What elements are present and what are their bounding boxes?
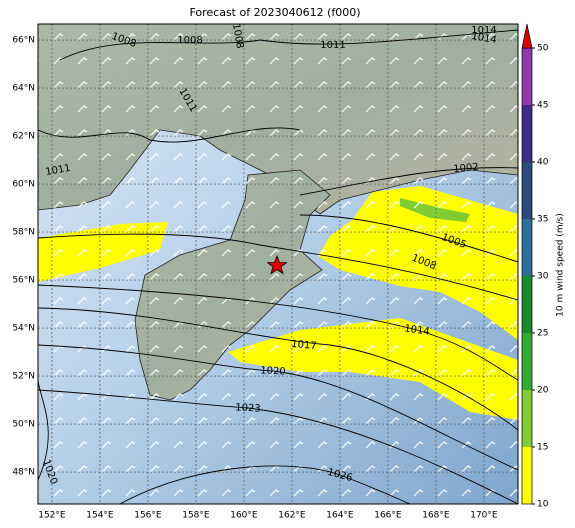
- contour-label: 1017: [291, 339, 317, 352]
- lon-label: 154°E: [86, 511, 114, 521]
- lat-label: 58°N: [12, 228, 35, 238]
- lon-label: 160°E: [230, 511, 258, 521]
- lat-label: 50°N: [12, 420, 35, 430]
- contour-label: 1011: [45, 163, 72, 178]
- isobars: [38, 29, 518, 504]
- map-area: 1008 1008 10081011101410141011100210111005…: [38, 23, 518, 504]
- lat-label: 52°N: [12, 372, 35, 382]
- map-frame: [37, 23, 519, 505]
- lat-label: 66°N: [12, 36, 35, 46]
- colorbar-segment: [522, 390, 532, 447]
- colorbar-segment: [522, 447, 532, 504]
- colorbar-tick-label: 15: [537, 443, 548, 453]
- colorbar-segment: [522, 333, 532, 390]
- contour-label: 1020: [260, 365, 286, 377]
- lat-label: 60°N: [12, 180, 35, 190]
- contour-label: 1002: [453, 162, 479, 175]
- contour-label: 1008: [230, 23, 245, 50]
- lon-label: 164°E: [326, 511, 354, 521]
- lat-label: 54°N: [12, 324, 35, 334]
- lon-label: 152°E: [38, 511, 66, 521]
- lat-label: 62°N: [12, 132, 35, 142]
- colorbar-extension: [521, 23, 533, 49]
- colorbar-tick-label: 30: [537, 272, 549, 282]
- lon-label: 168°E: [422, 511, 450, 521]
- contour-label: 1011: [320, 40, 345, 51]
- lon-label: 162°E: [278, 511, 306, 521]
- lat-label: 64°N: [12, 84, 35, 94]
- colorbar-tick-label: 45: [537, 101, 548, 111]
- lon-label: 166°E: [374, 511, 402, 521]
- contour-label: 1023: [235, 402, 261, 414]
- lon-label: 156°E: [134, 511, 162, 521]
- colorbar-segment: [522, 105, 532, 162]
- lon-label: 158°E: [182, 511, 210, 521]
- colorbar-tick-label: 25: [537, 329, 548, 339]
- contour-label: 1014: [404, 323, 431, 337]
- colorbar-tick-label: 50: [537, 44, 549, 54]
- colorbar-tick-label: 35: [537, 215, 548, 225]
- colorbar-tick-label: 10: [537, 500, 549, 510]
- lon-label: 170°E: [470, 511, 498, 521]
- lat-label: 56°N: [12, 276, 35, 286]
- contour-label: 1014: [470, 31, 497, 46]
- colorbar-tick-label: 20: [537, 386, 549, 396]
- title: Forecast of 2023040612 (f000): [189, 6, 360, 19]
- colorbar-segment: [522, 276, 532, 333]
- contour-label: 1014: [471, 25, 496, 36]
- contour-label: 1008: [177, 35, 202, 46]
- location-marker: [266, 254, 288, 275]
- colorbar-segment: [522, 162, 532, 219]
- colorbar-label: 10 m wind speed (m/s): [556, 213, 566, 317]
- colorbar-segment: [522, 48, 532, 105]
- colorbar-tick-label: 40: [537, 158, 549, 168]
- colorbar-segment: [522, 219, 532, 276]
- lat-label: 48°N: [12, 468, 35, 478]
